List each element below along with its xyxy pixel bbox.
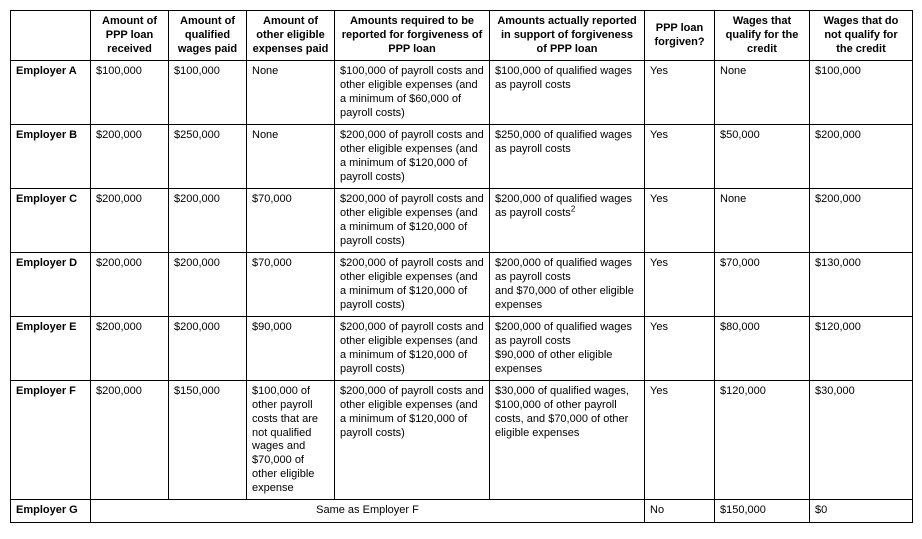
cell-notqualify: $120,000 — [810, 317, 913, 381]
cell-qualify: $150,000 — [715, 500, 810, 523]
cell-ppp-amount: $100,000 — [91, 61, 169, 125]
cell-other-exp: $70,000 — [247, 189, 335, 253]
cell-qual-wages: $100,000 — [169, 61, 247, 125]
cell-notqualify: $100,000 — [810, 61, 913, 125]
table-row: Employer D$200,000$200,000$70,000$200,00… — [11, 253, 913, 317]
header-actual: Amounts actually reported in support of … — [490, 11, 645, 61]
cell-qual-wages: $200,000 — [169, 317, 247, 381]
cell-employer: Employer B — [11, 125, 91, 189]
cell-required: $200,000 of payroll costs and other elig… — [335, 125, 490, 189]
cell-same-as: Same as Employer F — [91, 500, 645, 523]
table-row: Employer F$200,000$150,000$100,000 of ot… — [11, 381, 913, 500]
cell-other-exp: $90,000 — [247, 317, 335, 381]
cell-notqualify: $200,000 — [810, 125, 913, 189]
cell-forgiven: Yes — [645, 189, 715, 253]
cell-actual: $200,000 of qualified wages as payroll c… — [490, 253, 645, 317]
cell-qual-wages: $200,000 — [169, 189, 247, 253]
header-qual-wages: Amount of qualified wages paid — [169, 11, 247, 61]
cell-notqualify: $130,000 — [810, 253, 913, 317]
cell-required: $200,000 of payroll costs and other elig… — [335, 189, 490, 253]
cell-qual-wages: $200,000 — [169, 253, 247, 317]
cell-notqualify: $200,000 — [810, 189, 913, 253]
cell-forgiven: Yes — [645, 253, 715, 317]
table-row: Employer GSame as Employer FNo$150,000$0 — [11, 500, 913, 523]
cell-qualify: $50,000 — [715, 125, 810, 189]
header-required: Amounts required to be reported for forg… — [335, 11, 490, 61]
cell-employer: Employer D — [11, 253, 91, 317]
cell-required: $200,000 of payroll costs and other elig… — [335, 253, 490, 317]
cell-employer: Employer G — [11, 500, 91, 523]
cell-ppp-amount: $200,000 — [91, 189, 169, 253]
table-row: Employer B$200,000$250,000None$200,000 o… — [11, 125, 913, 189]
table-body: Employer A$100,000$100,000None$100,000 o… — [11, 61, 913, 523]
cell-forgiven: Yes — [645, 317, 715, 381]
cell-other-exp: None — [247, 61, 335, 125]
cell-qual-wages: $150,000 — [169, 381, 247, 500]
cell-qualify: None — [715, 61, 810, 125]
table-header-row: Amount of PPP loan received Amount of qu… — [11, 11, 913, 61]
cell-employer: Employer A — [11, 61, 91, 125]
cell-forgiven: Yes — [645, 381, 715, 500]
cell-forgiven: Yes — [645, 61, 715, 125]
cell-actual: $200,000 of qualified wages as payroll c… — [490, 317, 645, 381]
header-qualify: Wages that qualify for the credit — [715, 11, 810, 61]
cell-notqualify: $0 — [810, 500, 913, 523]
header-other-exp: Amount of other eligible expenses paid — [247, 11, 335, 61]
cell-ppp-amount: $200,000 — [91, 253, 169, 317]
table-row: Employer E$200,000$200,000$90,000$200,00… — [11, 317, 913, 381]
cell-qualify: $70,000 — [715, 253, 810, 317]
cell-other-exp: $70,000 — [247, 253, 335, 317]
cell-actual: $250,000 of qualified wages as payroll c… — [490, 125, 645, 189]
cell-required: $200,000 of payroll costs and other elig… — [335, 317, 490, 381]
cell-qualify: None — [715, 189, 810, 253]
cell-notqualify: $30,000 — [810, 381, 913, 500]
cell-actual: $30,000 of qualified wages, $100,000 of … — [490, 381, 645, 500]
cell-required: $200,000 of payroll costs and other elig… — [335, 381, 490, 500]
cell-actual: $100,000 of qualified wages as payroll c… — [490, 61, 645, 125]
cell-qualify: $120,000 — [715, 381, 810, 500]
header-notqualify: Wages that do not qualify for the credit — [810, 11, 913, 61]
cell-actual: $200,000 of qualified wages as payroll c… — [490, 189, 645, 253]
header-ppp-amount: Amount of PPP loan received — [91, 11, 169, 61]
cell-other-exp: $100,000 of other payroll costs that are… — [247, 381, 335, 500]
header-blank — [11, 11, 91, 61]
cell-employer: Employer C — [11, 189, 91, 253]
cell-ppp-amount: $200,000 — [91, 317, 169, 381]
cell-qual-wages: $250,000 — [169, 125, 247, 189]
cell-forgiven: No — [645, 500, 715, 523]
table-row: Employer C$200,000$200,000$70,000$200,00… — [11, 189, 913, 253]
cell-ppp-amount: $200,000 — [91, 125, 169, 189]
header-forgiven: PPP loan forgiven? — [645, 11, 715, 61]
cell-other-exp: None — [247, 125, 335, 189]
table-row: Employer A$100,000$100,000None$100,000 o… — [11, 61, 913, 125]
cell-required: $100,000 of payroll costs and other elig… — [335, 61, 490, 125]
cell-ppp-amount: $200,000 — [91, 381, 169, 500]
cell-forgiven: Yes — [645, 125, 715, 189]
cell-qualify: $80,000 — [715, 317, 810, 381]
ppp-wages-table: Amount of PPP loan received Amount of qu… — [10, 10, 913, 523]
cell-employer: Employer E — [11, 317, 91, 381]
cell-employer: Employer F — [11, 381, 91, 500]
